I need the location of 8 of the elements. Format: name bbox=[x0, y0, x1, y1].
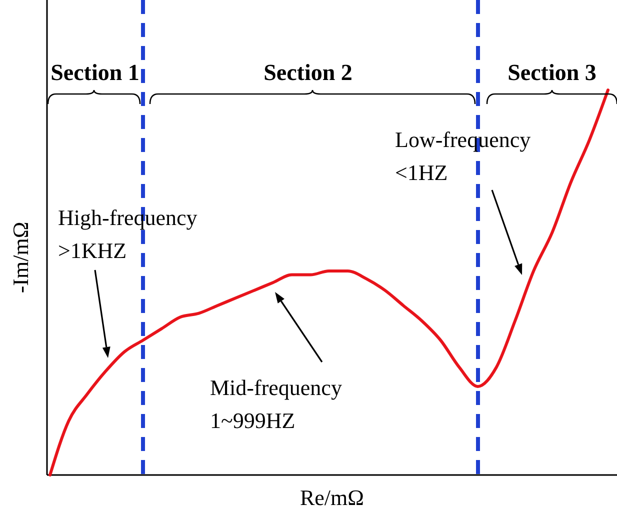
y-axis-title: -Im/mΩ bbox=[8, 222, 33, 294]
text: Section 1 bbox=[50, 60, 140, 85]
text: Section 2 bbox=[264, 60, 352, 85]
annotation: Low-frequency <1HZ bbox=[395, 127, 531, 185]
text: Section 3 bbox=[508, 60, 596, 85]
annotation: High-frequency >1KHZ bbox=[58, 205, 198, 263]
annotation: Mid-frequency 1~999HZ bbox=[210, 375, 342, 433]
x-axis-title: Re/mΩ bbox=[300, 485, 364, 510]
